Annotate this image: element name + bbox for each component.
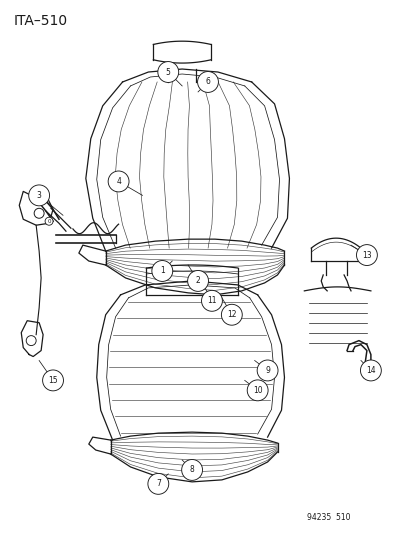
Text: ITA–510: ITA–510 — [13, 14, 67, 28]
Text: 14: 14 — [365, 366, 375, 375]
Circle shape — [157, 62, 178, 83]
Text: 3: 3 — [37, 191, 41, 200]
Circle shape — [45, 217, 53, 225]
Circle shape — [181, 459, 202, 480]
Circle shape — [356, 245, 376, 265]
Text: 15: 15 — [48, 376, 58, 385]
Text: 0: 0 — [47, 219, 51, 224]
Text: 13: 13 — [361, 251, 371, 260]
Circle shape — [108, 171, 129, 192]
Text: 9: 9 — [264, 366, 269, 375]
Circle shape — [147, 473, 169, 494]
Text: 12: 12 — [227, 310, 236, 319]
Text: 1: 1 — [159, 266, 164, 276]
Circle shape — [43, 370, 63, 391]
Circle shape — [26, 336, 36, 345]
Text: 5: 5 — [166, 68, 170, 77]
Circle shape — [247, 380, 268, 401]
Text: 7: 7 — [156, 479, 160, 488]
Circle shape — [34, 208, 44, 218]
Circle shape — [187, 270, 208, 292]
Circle shape — [28, 185, 50, 206]
Circle shape — [201, 290, 222, 311]
Circle shape — [256, 360, 278, 381]
Text: 10: 10 — [252, 386, 262, 395]
Text: 4: 4 — [116, 177, 121, 186]
Circle shape — [221, 304, 242, 325]
Text: 11: 11 — [207, 296, 216, 305]
Text: 6: 6 — [205, 77, 210, 86]
Text: 8: 8 — [189, 465, 194, 474]
Circle shape — [152, 261, 172, 281]
Text: 94235  510: 94235 510 — [306, 513, 350, 522]
Circle shape — [360, 360, 380, 381]
Text: 2: 2 — [195, 277, 200, 286]
Circle shape — [197, 71, 218, 92]
